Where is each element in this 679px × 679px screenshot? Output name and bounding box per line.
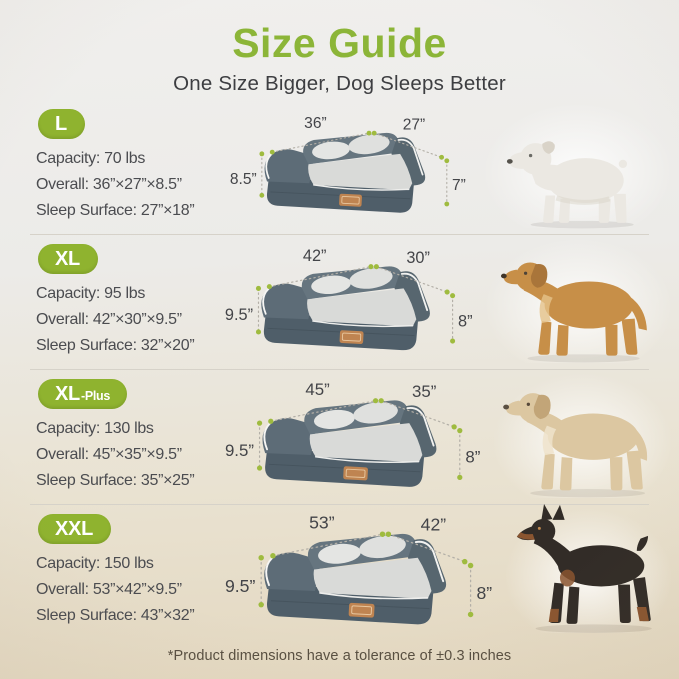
left-height-dim-label: 9.5”	[225, 576, 255, 596]
doberman-silhouette	[516, 503, 652, 633]
width-dim-label: 42”	[303, 247, 327, 265]
badge-size-label: XL	[55, 383, 80, 405]
size-badge: XXL	[38, 514, 111, 544]
right-height-dim-label: 8”	[476, 582, 492, 602]
bed-illustration: 53” 42” 9.5” 8”	[225, 512, 492, 625]
bed-diagram: 45” 35” 9.5” 8”	[224, 367, 486, 507]
overall-text: Overall: 45”×35”×9.5”	[36, 446, 182, 463]
overall-text: Overall: 53”×42”×9.5”	[36, 581, 182, 598]
dog-photo-labrador	[486, 370, 679, 504]
dimension-dots	[258, 531, 474, 617]
left-height-dim-label: 9.5”	[225, 306, 253, 324]
right-height-dim-label: 7”	[452, 177, 466, 194]
badge-size-suffix: -Plus	[80, 389, 111, 403]
size-badge: XL	[38, 244, 98, 274]
width-dim-label: 36”	[304, 115, 326, 132]
right-height-dim-label: 8”	[465, 447, 480, 466]
dimension-lines	[258, 399, 461, 478]
width-dim-label: 45”	[305, 380, 329, 399]
sleep-surface-text: Sleep Surface: 35”×25”	[36, 472, 195, 489]
capacity-text: Capacity: 150 lbs	[36, 555, 154, 572]
page-subtitle: One Size Bigger, Dog Sleeps Better	[173, 72, 506, 95]
dimension-lines	[260, 533, 472, 615]
bed-diagram: 53” 42” 9.5” 8”	[224, 499, 498, 646]
size-row-xl-plus: XL -Plus Capacity: 130 lbs Overall: 45”×3…	[0, 370, 679, 504]
footer-note: *Product dimensions have a tolerance of …	[167, 648, 512, 664]
size-row-l: L Capacity: 70 lbs Overall: 36”×27”×8.5”…	[0, 100, 679, 234]
depth-dim-label: 30”	[406, 249, 430, 267]
overall-text: Overall: 42”×30”×9.5”	[36, 311, 182, 328]
capacity-text: Capacity: 70 lbs	[36, 150, 146, 167]
capacity-text: Capacity: 130 lbs	[36, 420, 154, 437]
specs-l: L Capacity: 70 lbs Overall: 36”×27”×8.5”…	[0, 109, 224, 225]
size-badge: XL -Plus	[38, 379, 128, 409]
labrador-silhouette	[502, 393, 647, 498]
row-separator	[30, 504, 649, 505]
page-title: Size Guide	[232, 20, 447, 66]
size-row-xl: XL Capacity: 95 lbs Overall: 42”×30”×9.5…	[0, 235, 679, 369]
dimension-lines	[261, 132, 448, 205]
golden-retriever-silhouette	[500, 262, 647, 363]
bed-illustration: 45” 35” 9.5” 8”	[225, 380, 480, 488]
specs-xl-plus: XL -Plus Capacity: 130 lbs Overall: 45”×3…	[0, 379, 224, 495]
row-separator	[30, 369, 649, 370]
dimension-dots	[255, 264, 456, 344]
specs-xxl: XXL Capacity: 150 lbs Overall: 53”×42”×9…	[0, 514, 224, 630]
overall-text: Overall: 36”×27”×8.5”	[36, 176, 182, 193]
sleep-surface-text: Sleep Surface: 32”×20”	[36, 337, 195, 354]
left-height-dim-label: 8.5”	[230, 171, 257, 188]
badge-size-label: L	[55, 113, 67, 135]
sleep-surface-text: Sleep Surface: 27”×18”	[36, 202, 195, 219]
depth-dim-label: 42”	[421, 514, 447, 534]
bed-diagram: 36” 27” 8.5” 7”	[224, 102, 476, 232]
badge-size-label: XL	[55, 248, 80, 270]
badge-size-label: XXL	[55, 518, 93, 540]
dimension-dots	[259, 130, 450, 207]
left-height-dim-label: 9.5”	[225, 441, 254, 460]
dog-photo-doberman	[498, 503, 679, 639]
depth-dim-label: 35”	[412, 382, 436, 401]
sleep-surface-text: Sleep Surface: 43”×32”	[36, 607, 195, 624]
footer: *Product dimensions have a tolerance of …	[0, 639, 679, 664]
bed-illustration: 36” 27” 8.5” 7”	[230, 115, 466, 214]
size-badge: L	[38, 109, 85, 139]
right-height-dim-label: 8”	[458, 312, 473, 330]
dog-photo-american-bulldog	[476, 100, 679, 234]
dimension-lines	[257, 266, 454, 342]
dimension-dots	[256, 397, 463, 480]
dog-photo-golden-retriever	[478, 235, 679, 369]
width-dim-label: 53”	[309, 512, 335, 532]
capacity-text: Capacity: 95 lbs	[36, 285, 146, 302]
bed-illustration: 42” 30” 9.5” 8”	[225, 247, 473, 352]
row-separator	[30, 234, 649, 235]
size-row-xxl: XXL Capacity: 150 lbs Overall: 53”×42”×9…	[0, 503, 679, 639]
header: Size Guide One Size Bigger, Dog Sleeps B…	[0, 0, 679, 96]
size-rows: L Capacity: 70 lbs Overall: 36”×27”×8.5”…	[0, 100, 679, 639]
bed-diagram: 42” 30” 9.5” 8”	[224, 234, 478, 370]
specs-xl: XL Capacity: 95 lbs Overall: 42”×30”×9.5…	[0, 244, 224, 360]
depth-dim-label: 27”	[403, 117, 425, 134]
american-bulldog-silhouette	[506, 140, 634, 228]
